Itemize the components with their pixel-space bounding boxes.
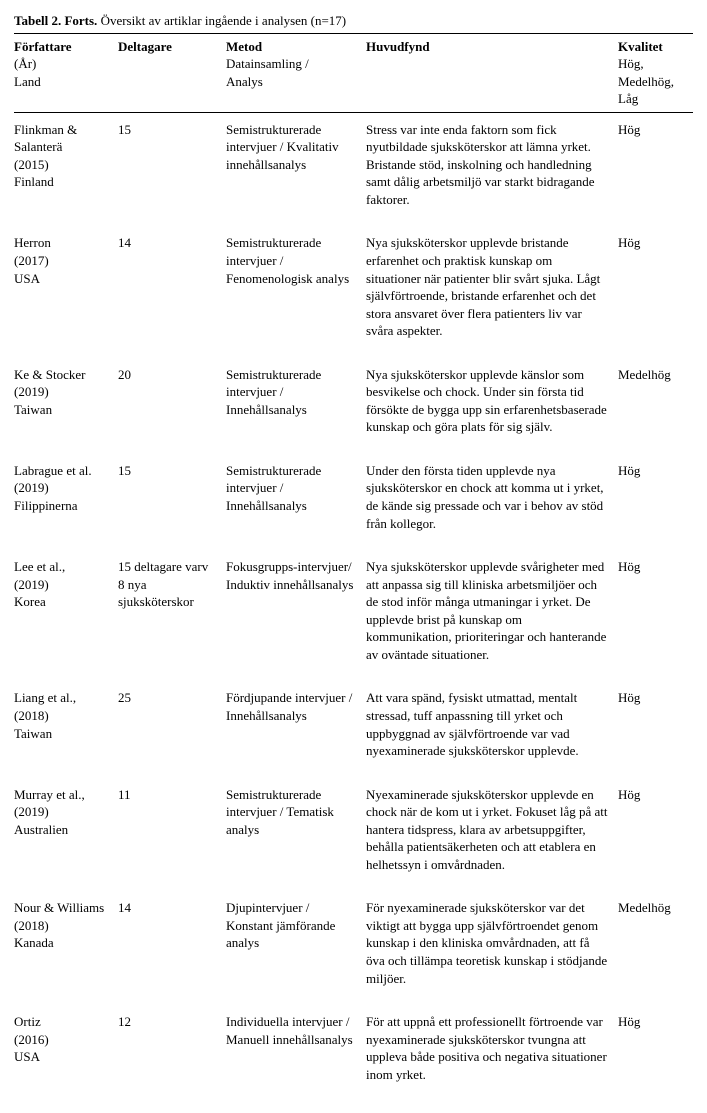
caption-bold: Tabell 2. Forts. <box>14 13 97 28</box>
cell-method: Individuella intervjuer / Manuell innehå… <box>226 1005 366 1101</box>
cell-author: Liang et al., (2018) Taiwan <box>14 681 118 777</box>
cell-quality: Hög <box>618 112 693 226</box>
cell-quality: Hög <box>618 778 693 892</box>
cell-author: Nour & Williams (2018) Kanada <box>14 891 118 1005</box>
cell-participants: 11 <box>118 778 226 892</box>
cell-quality: Medelhög <box>618 358 693 454</box>
cell-findings: Under den första tiden upplevde nya sjuk… <box>366 454 618 550</box>
cell-findings: För nyexaminerade sjuksköterskor var det… <box>366 891 618 1005</box>
table-row: Ortiz (2016) USA12Individuella intervjue… <box>14 1005 693 1101</box>
table-row: Liang et al., (2018) Taiwan25Fördjupande… <box>14 681 693 777</box>
cell-participants: 14 <box>118 226 226 357</box>
table-row: Labrague et al. (2019) Filippinerna15Sem… <box>14 454 693 550</box>
cell-quality: Hög <box>618 454 693 550</box>
header-findings: Huvudfynd <box>366 33 618 112</box>
cell-findings: Nyexaminerade sjuksköterskor upplevde en… <box>366 778 618 892</box>
cell-findings: Att vara spänd, fysiskt utmattad, mental… <box>366 681 618 777</box>
cell-method: Semistrukturerade intervjuer / Fenomenol… <box>226 226 366 357</box>
header-method: Metod Datainsamling / Analys <box>226 33 366 112</box>
cell-participants: 12 <box>118 1005 226 1101</box>
cell-findings: Nya sjuksköterskor upplevde svårigheter … <box>366 550 618 681</box>
cell-findings: För att uppnå ett professionellt förtroe… <box>366 1005 618 1101</box>
cell-method: Semistrukturerade intervjuer / Tematisk … <box>226 778 366 892</box>
cell-author: Ke & Stocker (2019) Taiwan <box>14 358 118 454</box>
cell-method: Fokusgrupps-intervjuer/ Induktiv innehål… <box>226 550 366 681</box>
cell-findings: Nya sjuksköterskor upplevde bristande er… <box>366 226 618 357</box>
table-row: Nour & Williams (2018) Kanada14Djupinter… <box>14 891 693 1005</box>
table-row: Ke & Stocker (2019) Taiwan20Semistruktur… <box>14 358 693 454</box>
cell-participants: 25 <box>118 681 226 777</box>
header-author: Författare (År) Land <box>14 33 118 112</box>
cell-quality: Hög <box>618 226 693 357</box>
caption-rest: Översikt av artiklar ingående i analysen… <box>97 13 346 28</box>
cell-method: Semistrukturerade intervjuer / Innehålls… <box>226 358 366 454</box>
cell-findings: Nya sjuksköterskor upplevde känslor som … <box>366 358 618 454</box>
cell-participants: 15 <box>118 454 226 550</box>
cell-quality: Medelhög <box>618 891 693 1005</box>
table-header-row: Författare (År) Land Deltagare Metod Dat… <box>14 33 693 112</box>
header-quality: Kvalitet Hög, Medelhög, Låg <box>618 33 693 112</box>
table-row: Flinkman & Salanterä (2015) Finland15Sem… <box>14 112 693 226</box>
cell-participants: 15 deltagare varv 8 nya sjuksköterskor <box>118 550 226 681</box>
cell-findings: Stress var inte enda faktorn som fick ny… <box>366 112 618 226</box>
articles-table: Författare (År) Land Deltagare Metod Dat… <box>14 33 693 1102</box>
cell-method: Semistrukturerade intervjuer / Innehålls… <box>226 454 366 550</box>
cell-participants: 14 <box>118 891 226 1005</box>
cell-participants: 20 <box>118 358 226 454</box>
cell-author: Murray et al., (2019) Australien <box>14 778 118 892</box>
cell-method: Fördjupande intervjuer / Innehållsanalys <box>226 681 366 777</box>
table-row: Herron (2017) USA14Semistrukturerade int… <box>14 226 693 357</box>
cell-author: Lee et al., (2019) Korea <box>14 550 118 681</box>
header-participants: Deltagare <box>118 33 226 112</box>
table-row: Murray et al., (2019) Australien11Semist… <box>14 778 693 892</box>
cell-quality: Hög <box>618 550 693 681</box>
cell-quality: Hög <box>618 681 693 777</box>
cell-participants: 15 <box>118 112 226 226</box>
table-row: Lee et al., (2019) Korea15 deltagare var… <box>14 550 693 681</box>
cell-quality: Hög <box>618 1005 693 1101</box>
cell-method: Djupintervjuer / Konstant jämförande ana… <box>226 891 366 1005</box>
cell-author: Labrague et al. (2019) Filippinerna <box>14 454 118 550</box>
cell-author: Flinkman & Salanterä (2015) Finland <box>14 112 118 226</box>
table-caption: Tabell 2. Forts. Översikt av artiklar in… <box>14 12 693 30</box>
cell-author: Herron (2017) USA <box>14 226 118 357</box>
cell-method: Semistrukturerade intervjuer / Kvalitati… <box>226 112 366 226</box>
cell-author: Ortiz (2016) USA <box>14 1005 118 1101</box>
